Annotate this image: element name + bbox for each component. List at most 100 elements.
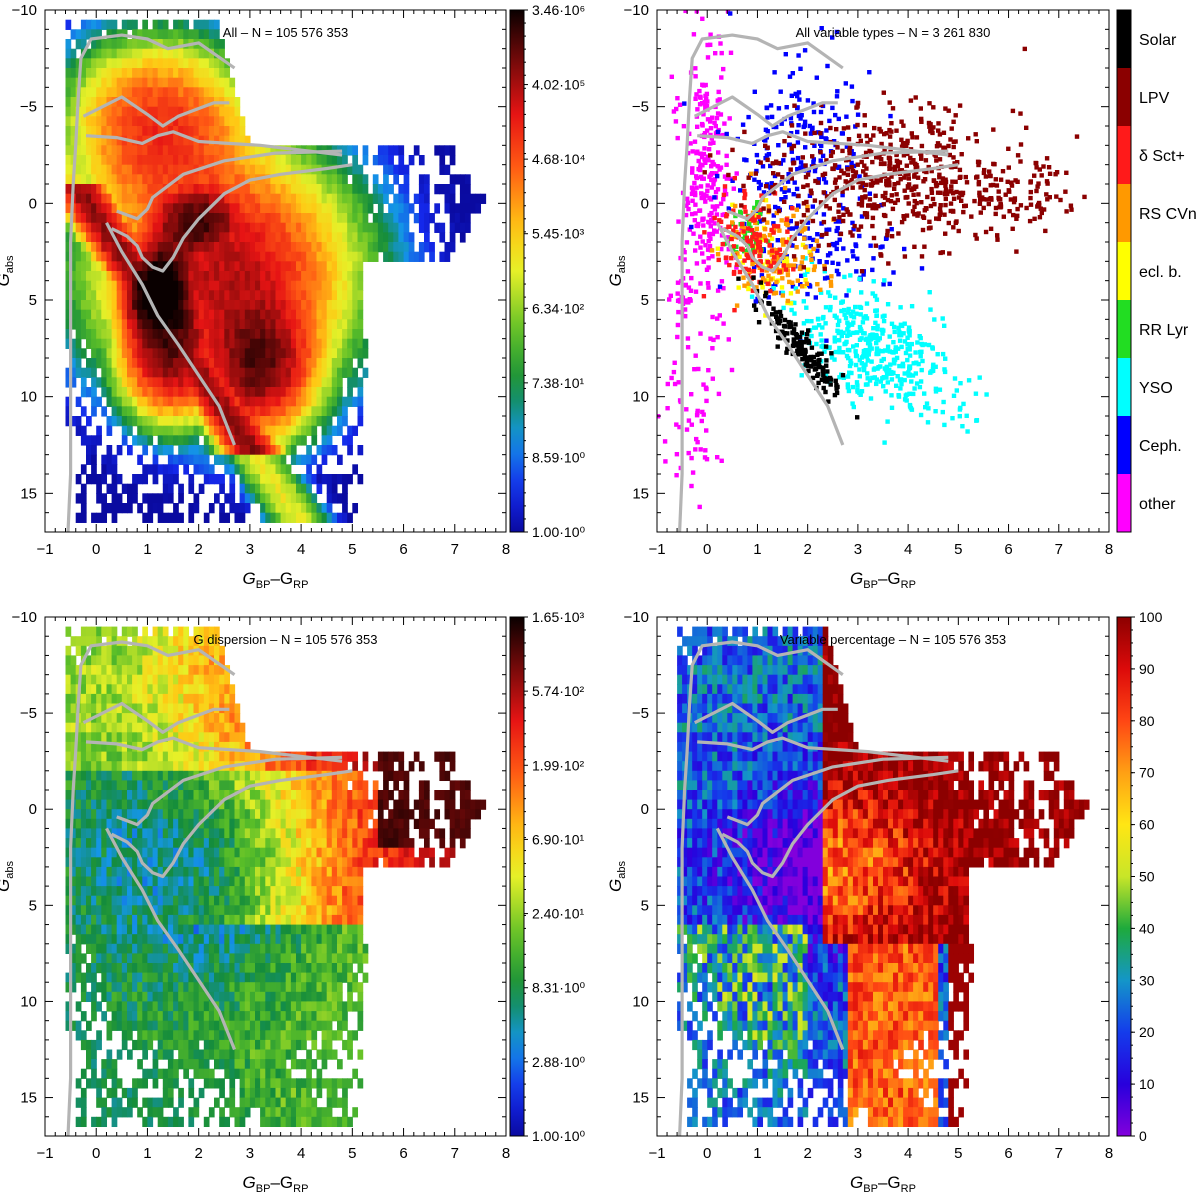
heatmap-cell bbox=[224, 242, 230, 252]
heatmap-cell bbox=[168, 310, 174, 320]
heatmap-cell bbox=[127, 116, 133, 126]
scatter-point bbox=[716, 164, 720, 168]
heatmap-cell bbox=[168, 29, 174, 39]
heatmap-cell bbox=[122, 145, 128, 155]
scatter-point bbox=[685, 197, 689, 201]
scatter-point bbox=[675, 96, 679, 100]
heatmap-cell bbox=[301, 242, 307, 252]
heatmap-cell bbox=[173, 213, 179, 223]
heatmap-cell bbox=[117, 126, 123, 136]
heatmap-cell bbox=[178, 213, 184, 223]
heatmap-cell bbox=[327, 358, 333, 368]
scatter-point bbox=[823, 321, 827, 325]
heatmap-cell bbox=[347, 358, 353, 368]
scatter-point bbox=[915, 135, 919, 139]
heatmap-cell bbox=[214, 290, 220, 300]
heatmap-cell bbox=[178, 426, 184, 436]
heatmap-cell bbox=[301, 281, 307, 291]
heatmap-cell bbox=[183, 242, 189, 252]
heatmap-cell bbox=[342, 213, 348, 223]
heatmap-cell bbox=[168, 368, 174, 378]
scatter-point bbox=[675, 452, 679, 456]
heatmap-cell bbox=[122, 329, 128, 339]
heatmap-cell bbox=[91, 397, 97, 407]
heatmap-cell bbox=[81, 68, 87, 78]
heatmap-cell bbox=[245, 184, 251, 194]
heatmap-cell bbox=[332, 426, 338, 436]
scatter-point bbox=[884, 375, 888, 379]
heatmap-cell bbox=[168, 68, 174, 78]
heatmap-cell bbox=[347, 242, 353, 252]
heatmap-cell bbox=[168, 271, 174, 281]
heatmap-cell bbox=[322, 213, 328, 223]
heatmap-cell bbox=[465, 223, 471, 233]
heatmap-cell bbox=[168, 358, 174, 368]
heatmap-cell bbox=[327, 368, 333, 378]
scatter-point bbox=[777, 161, 781, 165]
heatmap-cell bbox=[286, 358, 292, 368]
heatmap-cell bbox=[86, 78, 92, 88]
scatter-point bbox=[716, 288, 720, 292]
scatter-point bbox=[1015, 207, 1019, 211]
heatmap-cell bbox=[112, 474, 118, 484]
heatmap-cell bbox=[419, 155, 425, 165]
heatmap-cell bbox=[229, 445, 235, 455]
scatter-point bbox=[784, 52, 788, 56]
scatter-point bbox=[835, 89, 839, 93]
heatmap-cell bbox=[332, 329, 338, 339]
heatmap-cell bbox=[204, 107, 210, 117]
heatmap-cell bbox=[306, 377, 312, 387]
heatmap-cell bbox=[96, 397, 102, 407]
heatmap-cell bbox=[235, 319, 241, 329]
scatter-point bbox=[823, 276, 827, 280]
scatter-point bbox=[884, 368, 888, 372]
scatter-point bbox=[959, 199, 963, 203]
scatter-point bbox=[951, 155, 955, 159]
heatmap-cell bbox=[107, 184, 113, 194]
heatmap-cell bbox=[101, 513, 107, 523]
heatmap-cell bbox=[265, 261, 271, 271]
heatmap-cell bbox=[276, 271, 282, 281]
heatmap-cell bbox=[178, 377, 184, 387]
scatter-point bbox=[878, 364, 882, 368]
heatmap-cell bbox=[117, 406, 123, 416]
heatmap-cell bbox=[173, 203, 179, 213]
scatter-point bbox=[842, 126, 846, 130]
heatmap-cell bbox=[199, 49, 205, 59]
heatmap-cell bbox=[214, 107, 220, 117]
heatmap-cell bbox=[178, 445, 184, 455]
heatmap-cell bbox=[296, 223, 302, 233]
heatmap-cell bbox=[342, 348, 348, 358]
heatmap-cell bbox=[153, 203, 159, 213]
scatter-point bbox=[961, 402, 965, 406]
heatmap-cell bbox=[147, 232, 153, 242]
scatter-point bbox=[881, 194, 885, 198]
heatmap-cell bbox=[101, 242, 107, 252]
scatter-point bbox=[860, 160, 864, 164]
scatter-point bbox=[879, 253, 883, 257]
heatmap-cell bbox=[276, 474, 282, 484]
scatter-point bbox=[984, 230, 988, 234]
heatmap-cell bbox=[460, 213, 466, 223]
scatter-point bbox=[833, 339, 837, 343]
heatmap-cell bbox=[219, 513, 225, 523]
heatmap-cell bbox=[419, 213, 425, 223]
heatmap-cell bbox=[240, 416, 246, 426]
scatter-point bbox=[752, 250, 756, 254]
heatmap-cell bbox=[81, 116, 87, 126]
heatmap-cell bbox=[112, 319, 118, 329]
heatmap-cell bbox=[86, 184, 92, 194]
heatmap-cell bbox=[199, 387, 205, 397]
heatmap-cell bbox=[286, 513, 292, 523]
heatmap-cell bbox=[173, 426, 179, 436]
heatmap-cell bbox=[188, 29, 194, 39]
scatter-point bbox=[1016, 153, 1020, 157]
heatmap-cell bbox=[204, 29, 210, 39]
heatmap-cell bbox=[96, 213, 102, 223]
heatmap-cell bbox=[398, 165, 404, 175]
scatter-point bbox=[974, 132, 978, 136]
heatmap-cell bbox=[363, 252, 369, 262]
heatmap-cell bbox=[153, 49, 159, 59]
heatmap-cell bbox=[112, 116, 118, 126]
heatmap-cell bbox=[352, 145, 358, 155]
